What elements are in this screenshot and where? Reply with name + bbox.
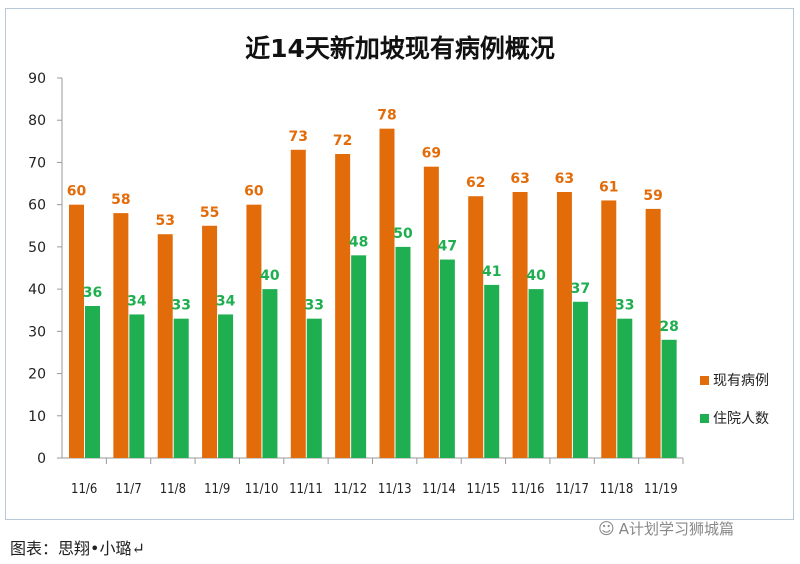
chart-title: 近14天新加坡现有病例概况 [245, 34, 555, 63]
data-label: 53 [155, 213, 174, 229]
y-tick-label: 10 [28, 409, 46, 425]
bar-active [246, 204, 262, 458]
legend-label: 住院人数 [713, 411, 769, 427]
data-label: 40 [260, 268, 280, 284]
y-tick-label: 30 [28, 324, 46, 340]
bar-active [379, 128, 395, 458]
watermark: ☺ A计划学习狮城篇 [598, 518, 734, 539]
bar-hospitalized [572, 301, 588, 458]
x-tick-label: 11/18 [600, 481, 634, 496]
data-label: 41 [482, 264, 501, 280]
x-tick-label: 11/12 [333, 481, 367, 496]
y-tick-label: 50 [28, 240, 46, 256]
bar-active [468, 196, 484, 458]
bar-active [335, 154, 351, 458]
x-tick-label: 11/17 [555, 481, 589, 496]
bar-hospitalized [129, 314, 145, 458]
figure-caption: 图表：思翔•小璐↵ [10, 539, 145, 558]
wechat-icon: ☺ [598, 519, 615, 538]
data-label: 37 [571, 281, 590, 297]
data-label: 61 [599, 179, 618, 195]
bar-hospitalized [484, 284, 500, 458]
data-label: 59 [643, 188, 662, 204]
legend-swatch [700, 414, 709, 423]
y-tick-label: 60 [28, 198, 46, 214]
data-label: 33 [615, 298, 634, 314]
data-label: 60 [244, 184, 264, 200]
data-label: 63 [555, 171, 574, 187]
legend-label: 现有病例 [713, 373, 769, 389]
data-label: 63 [510, 171, 529, 187]
data-label: 33 [305, 298, 324, 314]
bar-hospitalized [85, 306, 100, 458]
bar-hospitalized [218, 314, 234, 458]
bar-hospitalized [262, 289, 278, 458]
data-label: 72 [333, 133, 352, 149]
data-label: 73 [289, 129, 308, 145]
x-tick-label: 11/13 [378, 481, 412, 496]
y-tick-label: 90 [28, 71, 46, 87]
bar-hospitalized [528, 289, 544, 458]
data-label: 62 [466, 175, 485, 191]
data-label: 34 [216, 293, 236, 309]
bar-active [69, 204, 84, 458]
x-tick-label: 11/15 [467, 481, 501, 496]
data-label: 33 [171, 298, 190, 314]
y-tick-label: 80 [28, 113, 46, 129]
bar-hospitalized [617, 318, 633, 458]
data-label: 60 [67, 184, 87, 200]
bar-active [113, 213, 129, 458]
data-label: 50 [393, 226, 413, 242]
bar-active [157, 234, 173, 458]
data-label: 48 [349, 234, 368, 250]
y-tick-label: 0 [37, 451, 46, 467]
y-tick-label: 40 [28, 282, 46, 298]
legend-swatch [700, 376, 709, 385]
bar-hospitalized [661, 339, 677, 458]
bar-hospitalized [439, 259, 455, 458]
data-label: 34 [127, 293, 147, 309]
x-tick-label: 11/14 [422, 481, 456, 496]
y-tick-label: 70 [28, 155, 46, 171]
x-tick-label: 11/19 [644, 481, 678, 496]
x-tick-label: 11/10 [245, 481, 279, 496]
x-tick-label: 11/16 [511, 481, 545, 496]
bar-chart: 近14天新加坡现有病例概况 0 10 20 30 40 50 60 70 80 90 11/6 11/… [28, 34, 769, 496]
chart-frame [5, 8, 794, 520]
bar-active [202, 225, 218, 458]
x-tick-label: 11/8 [160, 481, 186, 496]
data-label: 28 [659, 319, 678, 335]
bar-active [645, 208, 661, 458]
x-tick-label: 11/6 [71, 481, 97, 496]
watermark-text: A计划学习狮城篇 [618, 520, 734, 538]
x-tick-label: 11/11 [289, 481, 323, 496]
data-label: 40 [526, 268, 546, 284]
data-label: 78 [377, 108, 396, 124]
bar-hospitalized [351, 255, 367, 458]
bar-active [556, 192, 572, 458]
data-label: 58 [111, 192, 130, 208]
bar-active [601, 200, 617, 458]
bar-hospitalized [306, 318, 322, 458]
data-label: 55 [200, 205, 219, 221]
bar-hospitalized [173, 318, 189, 458]
y-tick-label: 20 [28, 367, 46, 383]
data-label: 47 [438, 239, 457, 255]
x-tick-label: 11/7 [115, 481, 141, 496]
bar-active [512, 192, 528, 458]
x-tick-label: 11/9 [204, 481, 230, 496]
data-label: 69 [422, 146, 441, 162]
data-label: 36 [83, 285, 102, 301]
bar-active [290, 149, 306, 458]
bar-hospitalized [395, 246, 411, 458]
bar-active [423, 166, 439, 458]
